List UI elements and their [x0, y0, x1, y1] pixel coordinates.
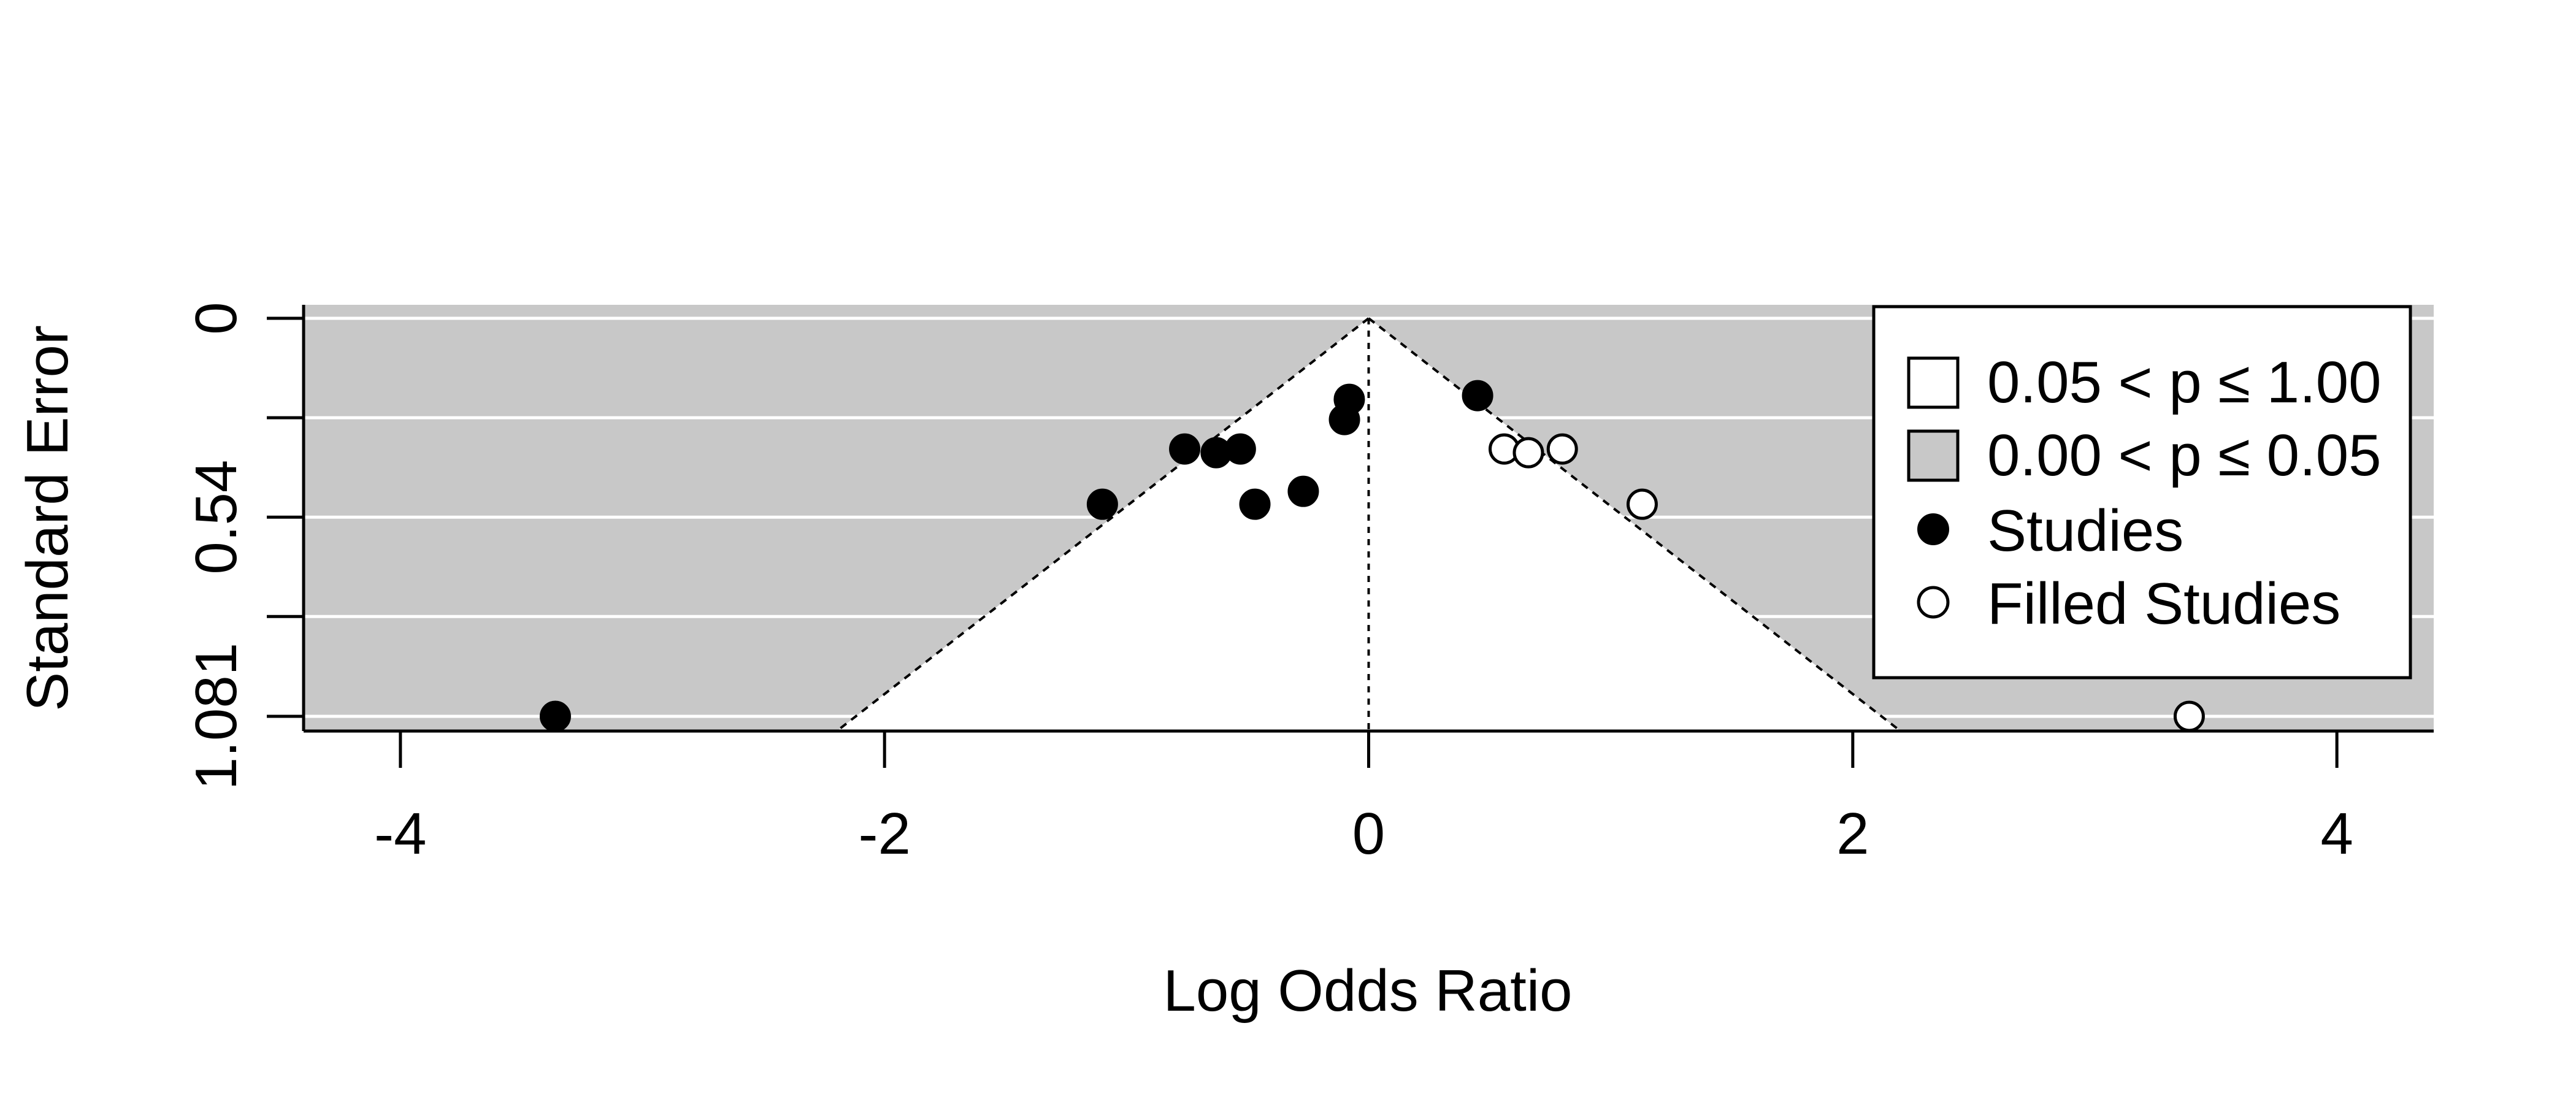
- y-axis-title: Standard Error: [15, 325, 80, 711]
- y-tick-label-2: 0.54: [183, 460, 249, 575]
- legend-swatch-significant: [1907, 429, 1960, 482]
- legend-label-significant: 0.00 < p ≤ 0.05: [1987, 423, 2382, 488]
- x-tick-label-4: 4: [2320, 801, 2353, 867]
- study-point-2: [1169, 433, 1201, 465]
- legend-label-studies: Studies: [1987, 498, 2183, 564]
- funnel-right-boundary: [1368, 317, 1901, 732]
- y-axis-ticks: 0 0.54 1.081: [183, 302, 304, 790]
- study-point-5: [1239, 488, 1271, 520]
- filled-study-point-4: [2173, 700, 2205, 732]
- study-point-8: [1333, 383, 1365, 415]
- legend-label-nonsignificant: 0.05 < p ≤ 1.00: [1987, 350, 2382, 415]
- filled-study-point-2: [1546, 433, 1578, 465]
- funnel-nonsignificant-region: [837, 318, 1901, 731]
- study-point-9: [1462, 380, 1493, 412]
- filled-study-point-1: [1512, 437, 1544, 469]
- x-tick-label-1: -2: [859, 801, 911, 867]
- study-point-4: [1224, 433, 1256, 465]
- study-point-0: [539, 700, 571, 732]
- x-axis-title: Log Odds Ratio: [1163, 958, 1572, 1024]
- legend-swatch-nonsignificant: [1907, 356, 1960, 409]
- legend-label-filled-studies: Filled Studies: [1987, 571, 2340, 637]
- data-points: [539, 380, 2205, 732]
- x-tick-label-0: -4: [374, 801, 426, 867]
- legend-marker-studies: [1917, 513, 1949, 545]
- y-tick-label-0: 0: [183, 302, 249, 334]
- filled-study-point-3: [1626, 488, 1658, 520]
- x-tick-label-3: 2: [1836, 801, 1869, 867]
- legend: 0.05 < p ≤ 1.00 0.00 < p ≤ 0.05 Studies …: [1872, 305, 2412, 680]
- funnel-left-boundary: [836, 317, 1370, 732]
- x-tick-label-2: 0: [1352, 801, 1385, 867]
- study-point-6: [1287, 475, 1319, 507]
- legend-marker-filled-studies: [1917, 586, 1950, 619]
- study-point-1: [1086, 488, 1118, 520]
- x-axis-ticks: -4 -2 0 2 4: [374, 731, 2353, 867]
- legend-box: [1872, 305, 2412, 680]
- y-tick-label-4: 1.081: [183, 643, 249, 790]
